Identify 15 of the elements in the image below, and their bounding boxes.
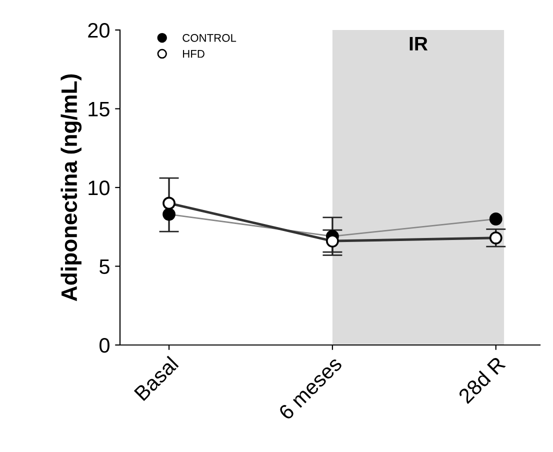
x-tick-label: 28d R	[457, 355, 506, 404]
legend-label: HFD	[183, 50, 204, 58]
y-tick-label: 0	[100, 338, 110, 353]
point	[162, 208, 176, 221]
y-tick-label: 10	[88, 180, 110, 196]
point	[326, 234, 339, 248]
point	[489, 212, 502, 226]
y-axis-title: Adiponectina (ng/mL)	[60, 74, 82, 302]
y-tick-label: 15	[88, 102, 110, 117]
point	[162, 196, 176, 210]
y-tick-label: 20	[88, 23, 110, 38]
band-label: IR	[410, 37, 428, 50]
legend-label: CONTROL	[182, 34, 236, 42]
point	[489, 231, 502, 244]
y-tick-label: 5	[100, 259, 110, 274]
